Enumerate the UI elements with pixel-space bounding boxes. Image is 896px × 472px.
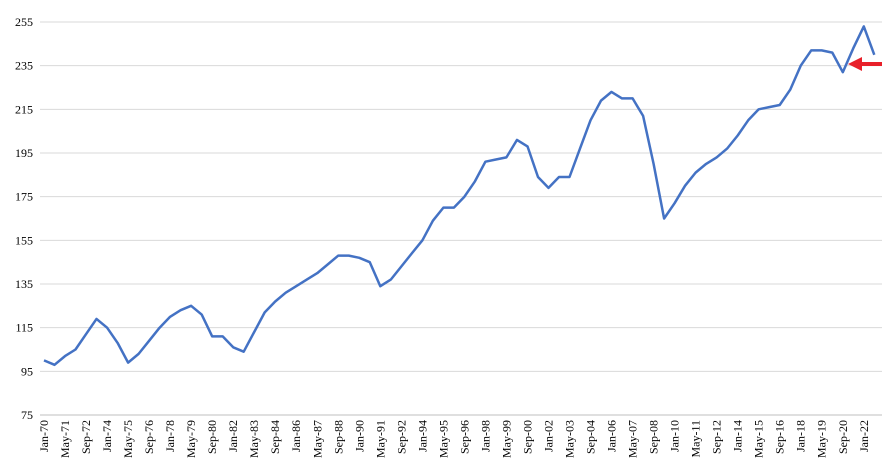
x-tick-label: Sep-16 (773, 420, 787, 454)
y-tick-label: 215 (15, 102, 33, 116)
x-tick-label: May-15 (752, 420, 766, 458)
x-tick-label: Jan-98 (478, 420, 492, 452)
y-tick-label: 175 (15, 190, 33, 204)
x-tick-label: Jan-22 (857, 420, 871, 452)
y-tick-label: 255 (15, 15, 33, 29)
y-tick-label: 235 (15, 59, 33, 73)
x-tick-label: Jan-74 (100, 420, 114, 452)
x-tick-label: Jan-18 (794, 420, 808, 452)
x-tick-label: Sep-12 (710, 420, 724, 454)
x-tick-label: Jan-70 (37, 420, 51, 452)
x-tick-label: May-79 (184, 420, 198, 458)
x-tick-label: Sep-76 (142, 420, 156, 454)
x-tick-label: May-99 (499, 420, 513, 458)
x-tick-label: Sep-08 (647, 420, 661, 454)
x-tick-label: Sep-04 (584, 420, 598, 454)
plot (43, 25, 876, 367)
x-tick-label: Sep-92 (394, 420, 408, 454)
x-tick-label: Jan-90 (352, 420, 366, 452)
x-tick-label: May-83 (247, 420, 261, 458)
y-tick-label: 115 (15, 321, 33, 335)
x-tick-label: May-11 (689, 420, 703, 458)
x-tick-label: Jan-10 (668, 420, 682, 452)
y-tick-label: 195 (15, 146, 33, 160)
x-tick-label: Jan-06 (605, 420, 619, 452)
x-tick-label: Jan-82 (226, 420, 240, 452)
x-tick-label: Sep-20 (836, 420, 850, 454)
x-tick-label: Jan-94 (415, 420, 429, 452)
y-tick-label: 75 (21, 408, 33, 422)
x-tick-label: Sep-88 (331, 420, 345, 454)
x-tick-label: Sep-80 (205, 420, 219, 454)
x-tick-label: May-91 (373, 420, 387, 458)
x-tick-label: May-75 (121, 420, 135, 458)
arrow (848, 57, 882, 71)
x-tick-label: Sep-00 (520, 420, 534, 454)
grid (40, 21, 882, 416)
x-tick-label: May-71 (58, 420, 72, 458)
x-tick-label: Jan-02 (541, 420, 555, 452)
y-tick-label: 95 (21, 364, 33, 378)
x-tick-label: May-07 (626, 420, 640, 458)
x-tick-label: May-87 (310, 420, 324, 458)
x-tick-label: Jan-86 (289, 420, 303, 452)
x-tick-label: May-95 (436, 420, 450, 458)
y-tick-label: 135 (15, 277, 33, 291)
x-tick-label: Sep-96 (457, 420, 471, 454)
x-tick-label: May-03 (563, 420, 577, 458)
line (43, 25, 876, 367)
x-tick-label: Sep-72 (79, 420, 93, 454)
x-tick-label: Jan-14 (731, 420, 745, 452)
x-tick-label: Sep-84 (268, 420, 282, 454)
x-tick-label: May-19 (815, 420, 829, 458)
y-tick-label: 155 (15, 233, 33, 247)
x-tick-label: Jan-78 (163, 420, 177, 452)
